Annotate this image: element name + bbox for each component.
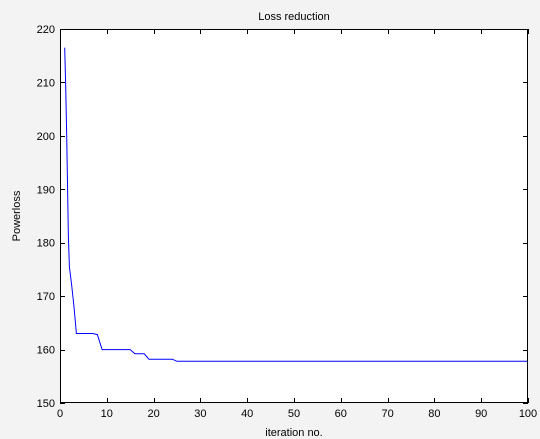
x-axis-ticks: 0 10 20 30 40 50 60 70 80 90 100 — [57, 29, 537, 420]
y-tick-label: 190 — [37, 184, 55, 196]
x-tick-label: 100 — [519, 408, 537, 420]
x-tick-label: 60 — [335, 408, 347, 420]
y-tick-label: 200 — [37, 131, 55, 143]
y-tick-label: 160 — [37, 345, 55, 357]
x-tick-label: 70 — [381, 408, 393, 420]
y-axis-ticks: 150 160 170 180 190 200 210 220 — [37, 24, 528, 410]
x-tick-label: 10 — [101, 408, 113, 420]
x-tick-label: 90 — [475, 408, 487, 420]
x-tick-label: 0 — [57, 408, 63, 420]
y-tick-label: 180 — [37, 238, 55, 250]
y-axis-label: Powerloss — [11, 190, 23, 241]
series-line-1 — [64, 47, 528, 362]
x-tick-label: 40 — [241, 408, 253, 420]
x-tick-label: 20 — [147, 408, 159, 420]
chart-title: Loss reduction — [258, 11, 330, 23]
series-layer — [64, 47, 528, 362]
x-tick-label: 80 — [428, 408, 440, 420]
x-tick-label: 30 — [194, 408, 206, 420]
y-tick-label: 170 — [37, 291, 55, 303]
y-tick-label: 150 — [37, 398, 55, 410]
x-axis-label: iteration no. — [265, 427, 322, 439]
plot-frame — [60, 29, 528, 403]
x-tick-label: 50 — [288, 408, 300, 420]
plot-area — [60, 29, 528, 403]
y-tick-label: 210 — [37, 77, 55, 89]
y-tick-label: 220 — [37, 24, 55, 36]
